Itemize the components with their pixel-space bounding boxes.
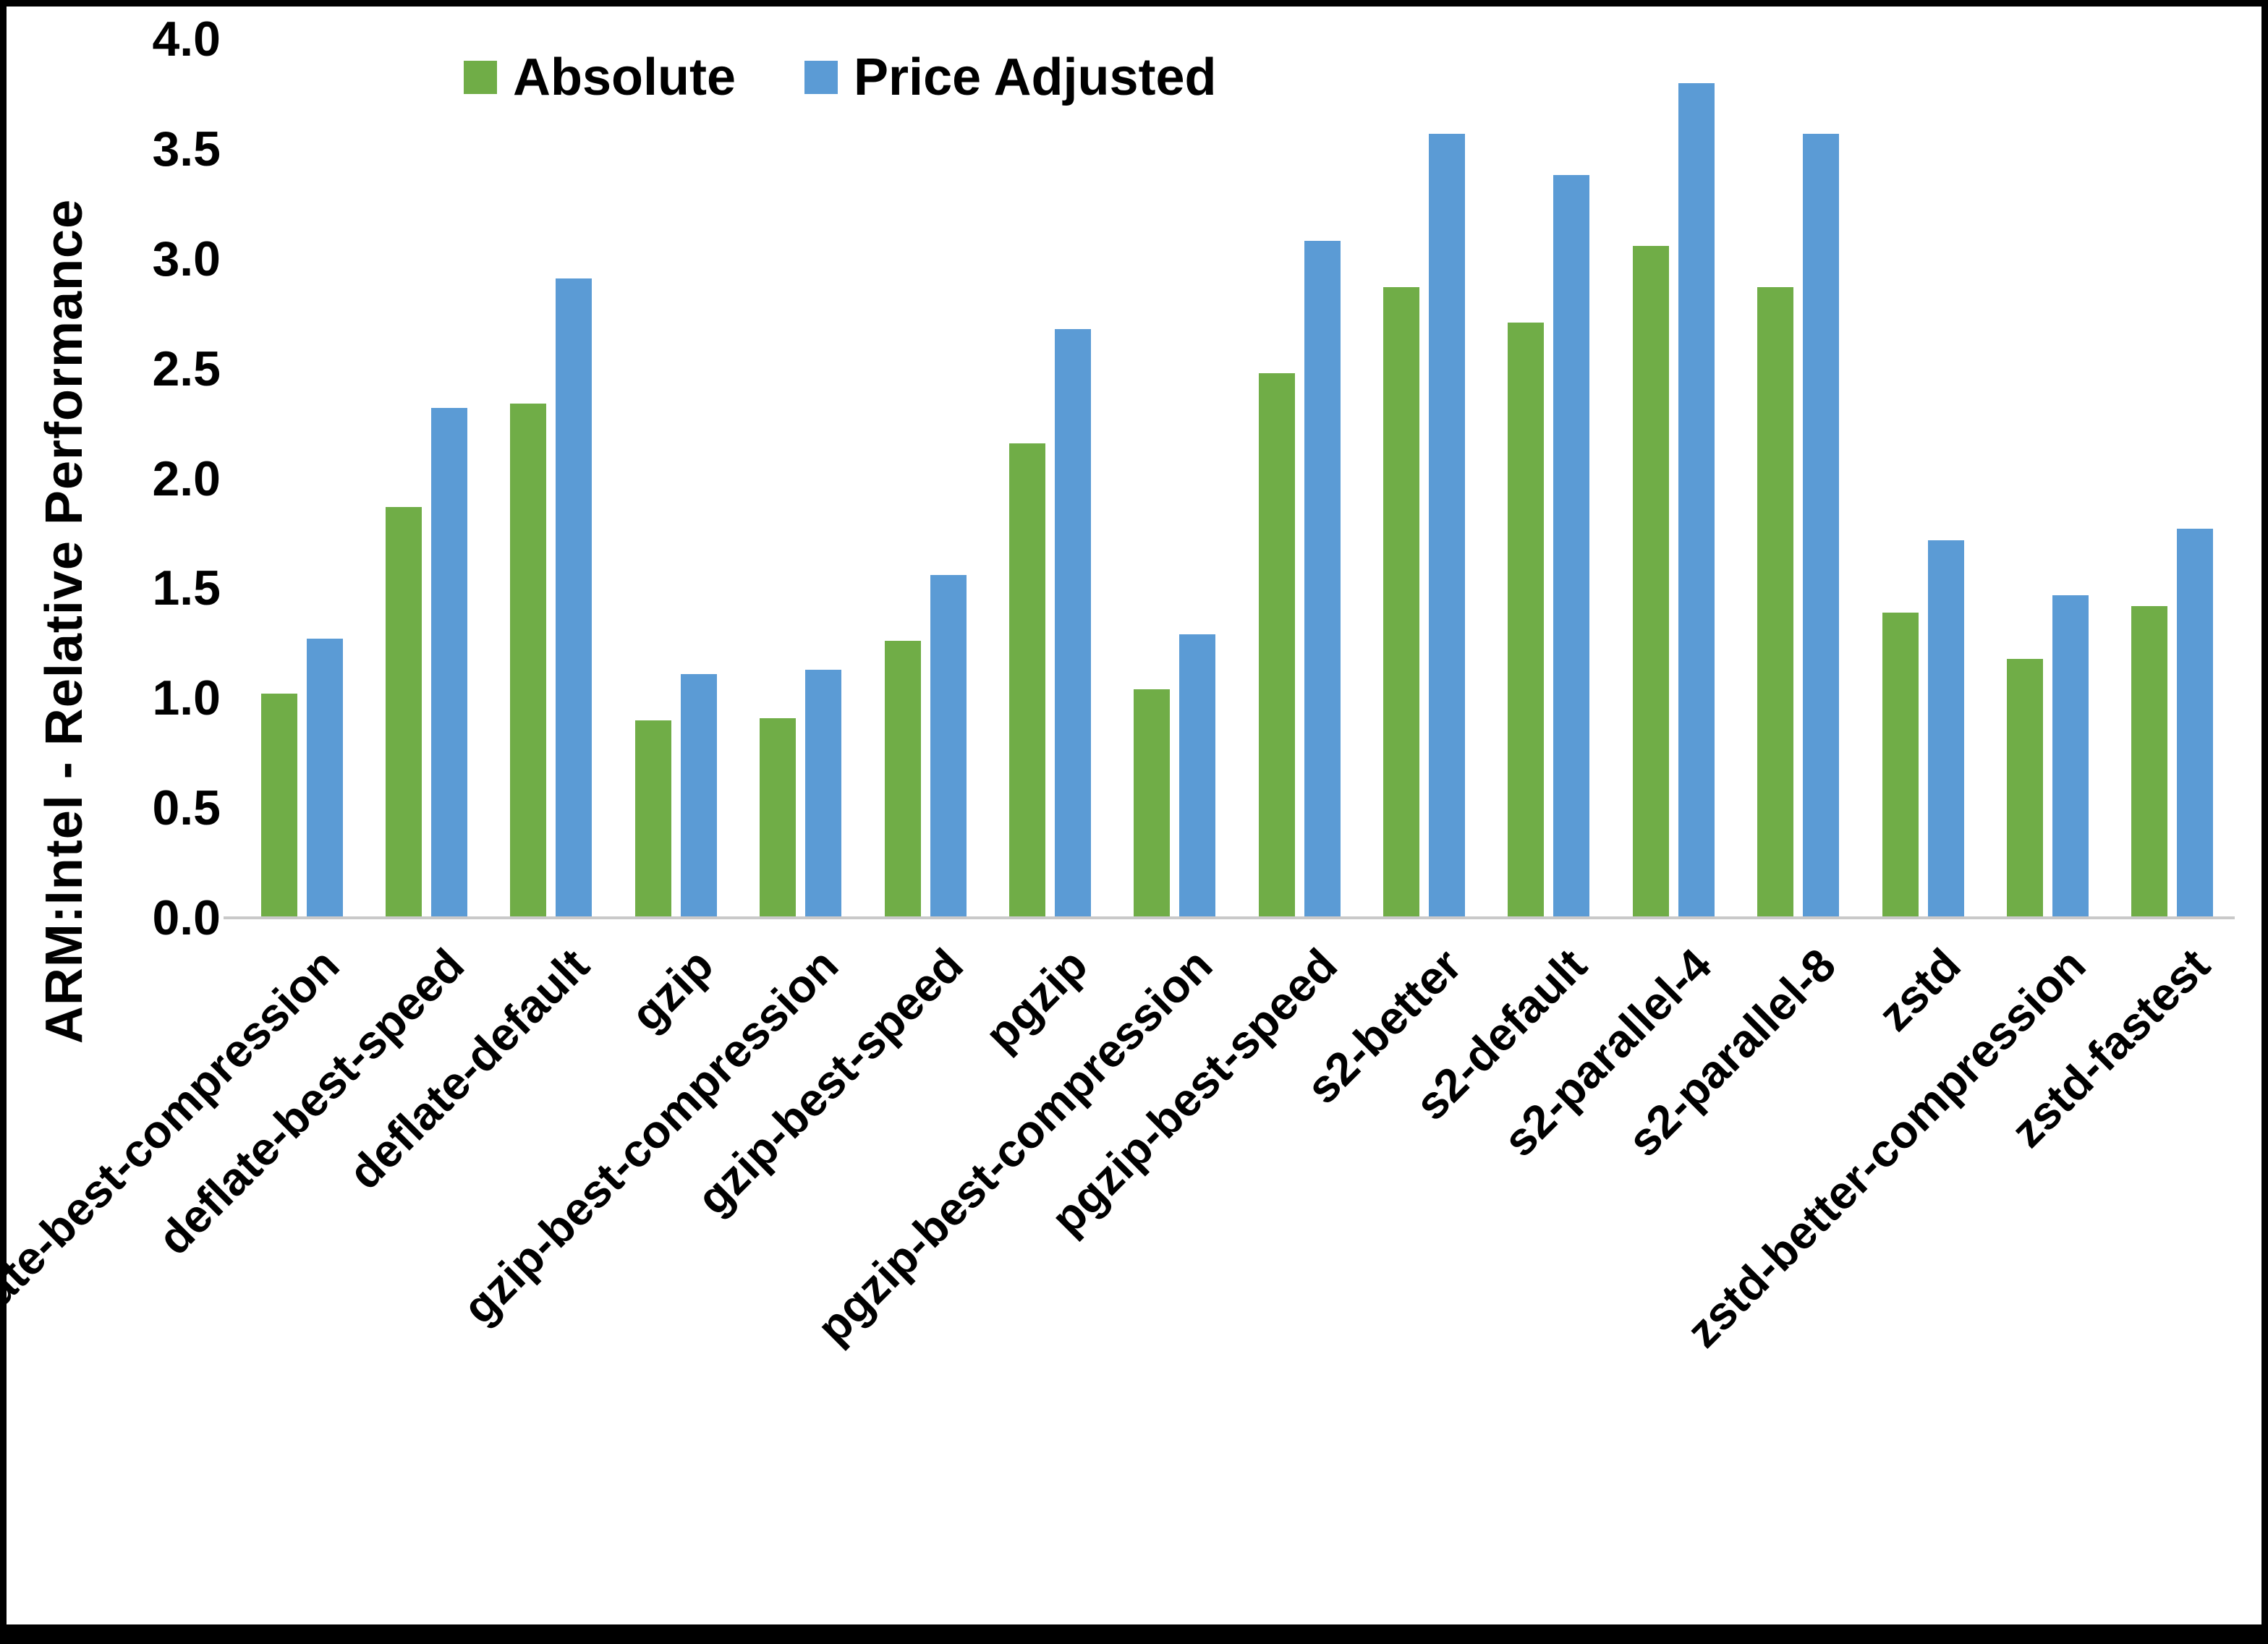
bar-absolute xyxy=(1383,287,1420,918)
bar-group-deflate-default xyxy=(489,39,613,918)
y-tick-label: 3.0 xyxy=(152,231,221,286)
bar-price-adjusted xyxy=(930,575,967,918)
bar-price-adjusted xyxy=(1553,175,1590,918)
y-tick-label: 4.0 xyxy=(152,12,221,67)
bar-price-adjusted xyxy=(431,408,468,918)
bar-price-adjusted xyxy=(1179,634,1216,918)
bar-absolute xyxy=(884,641,921,918)
legend-swatch-icon xyxy=(804,61,838,94)
y-tick-label: 0.0 xyxy=(152,890,221,945)
bar-group-gzip-best-compression xyxy=(739,39,863,918)
x-axis-category-label: zstd xyxy=(1868,938,1971,1042)
bar-absolute xyxy=(1632,245,1669,918)
bar-group-s2-default xyxy=(1487,39,1611,918)
legend-item-price-adjusted: Price Adjusted xyxy=(804,48,1216,107)
bar-absolute xyxy=(386,507,422,918)
bar-price-adjusted xyxy=(1927,540,1964,918)
bar-absolute xyxy=(2006,658,2043,918)
bar-absolute xyxy=(260,694,297,918)
plot-area: 4.0 3.5 3.0 2.5 2.0 1.5 1.0 0.5 0.0 Absolute Pric… xyxy=(152,12,2235,945)
legend-swatch-icon xyxy=(464,61,497,94)
bar-price-adjusted xyxy=(1678,82,1715,918)
x-axis-labels: deflate-best-compression deflate-best-spe… xyxy=(7,922,2235,1428)
bar-absolute xyxy=(1008,443,1045,918)
bar-price-adjusted xyxy=(1054,328,1091,918)
bar-group-zstd-better-compression xyxy=(1985,39,2110,918)
legend-label: Price Adjusted xyxy=(854,48,1217,106)
bar-price-adjusted xyxy=(1803,133,1840,918)
bar-price-adjusted xyxy=(2052,595,2089,918)
bar-absolute xyxy=(760,717,797,918)
y-axis-tick-labels: 4.0 3.5 3.0 2.5 2.0 1.5 1.0 0.5 0.0 xyxy=(76,12,221,945)
y-tick-label: 1.0 xyxy=(152,670,221,726)
bar-price-adjusted xyxy=(805,669,842,918)
bar-group-zstd-fastest xyxy=(2110,39,2235,918)
bar-group-s2-parallel-8 xyxy=(1736,39,1861,918)
bar-absolute xyxy=(1757,287,1794,918)
bar-price-adjusted xyxy=(556,278,593,918)
bar-group-s2-better xyxy=(1362,39,1486,918)
bar-price-adjusted xyxy=(306,639,343,918)
bar-group-pgzip-best-compression xyxy=(1113,39,1237,918)
bar-absolute xyxy=(1258,372,1295,918)
bar-group-gzip xyxy=(613,39,738,918)
legend-label: Absolute xyxy=(513,48,736,106)
y-tick-label: 3.5 xyxy=(152,121,221,176)
bar-absolute xyxy=(510,404,547,918)
bar-group-gzip-best-speed xyxy=(863,39,988,918)
bar-group-deflate-best-compression xyxy=(239,39,364,918)
bar-group-zstd xyxy=(1861,39,1985,918)
bar-group-pgzip xyxy=(988,39,1112,918)
y-tick-label: 1.5 xyxy=(152,561,221,616)
bar-absolute xyxy=(1882,612,1919,918)
bar-absolute xyxy=(1508,322,1545,918)
y-tick-label: 2.0 xyxy=(152,451,221,506)
y-tick-label: 2.5 xyxy=(152,341,221,396)
bar-price-adjusted xyxy=(2177,529,2214,918)
bar-groups xyxy=(239,39,2235,918)
bar-group-deflate-best-speed xyxy=(364,39,488,918)
y-tick-label: 0.5 xyxy=(152,780,221,836)
bar-price-adjusted xyxy=(680,673,717,918)
bar-price-adjusted xyxy=(1429,133,1466,918)
x-axis-line xyxy=(224,916,2235,919)
bar-absolute xyxy=(634,720,671,918)
bar-absolute xyxy=(2131,605,2168,918)
bar-absolute xyxy=(1134,689,1171,918)
legend: Absolute Price Adjusted xyxy=(464,48,1216,107)
bar-group-s2-parallel-4 xyxy=(1611,39,1736,918)
bar-group-pgzip-best-speed xyxy=(1237,39,1362,918)
x-axis-category-label: gzip xyxy=(621,938,723,1042)
legend-item-absolute: Absolute xyxy=(464,48,736,107)
bar-price-adjusted xyxy=(1304,241,1341,918)
